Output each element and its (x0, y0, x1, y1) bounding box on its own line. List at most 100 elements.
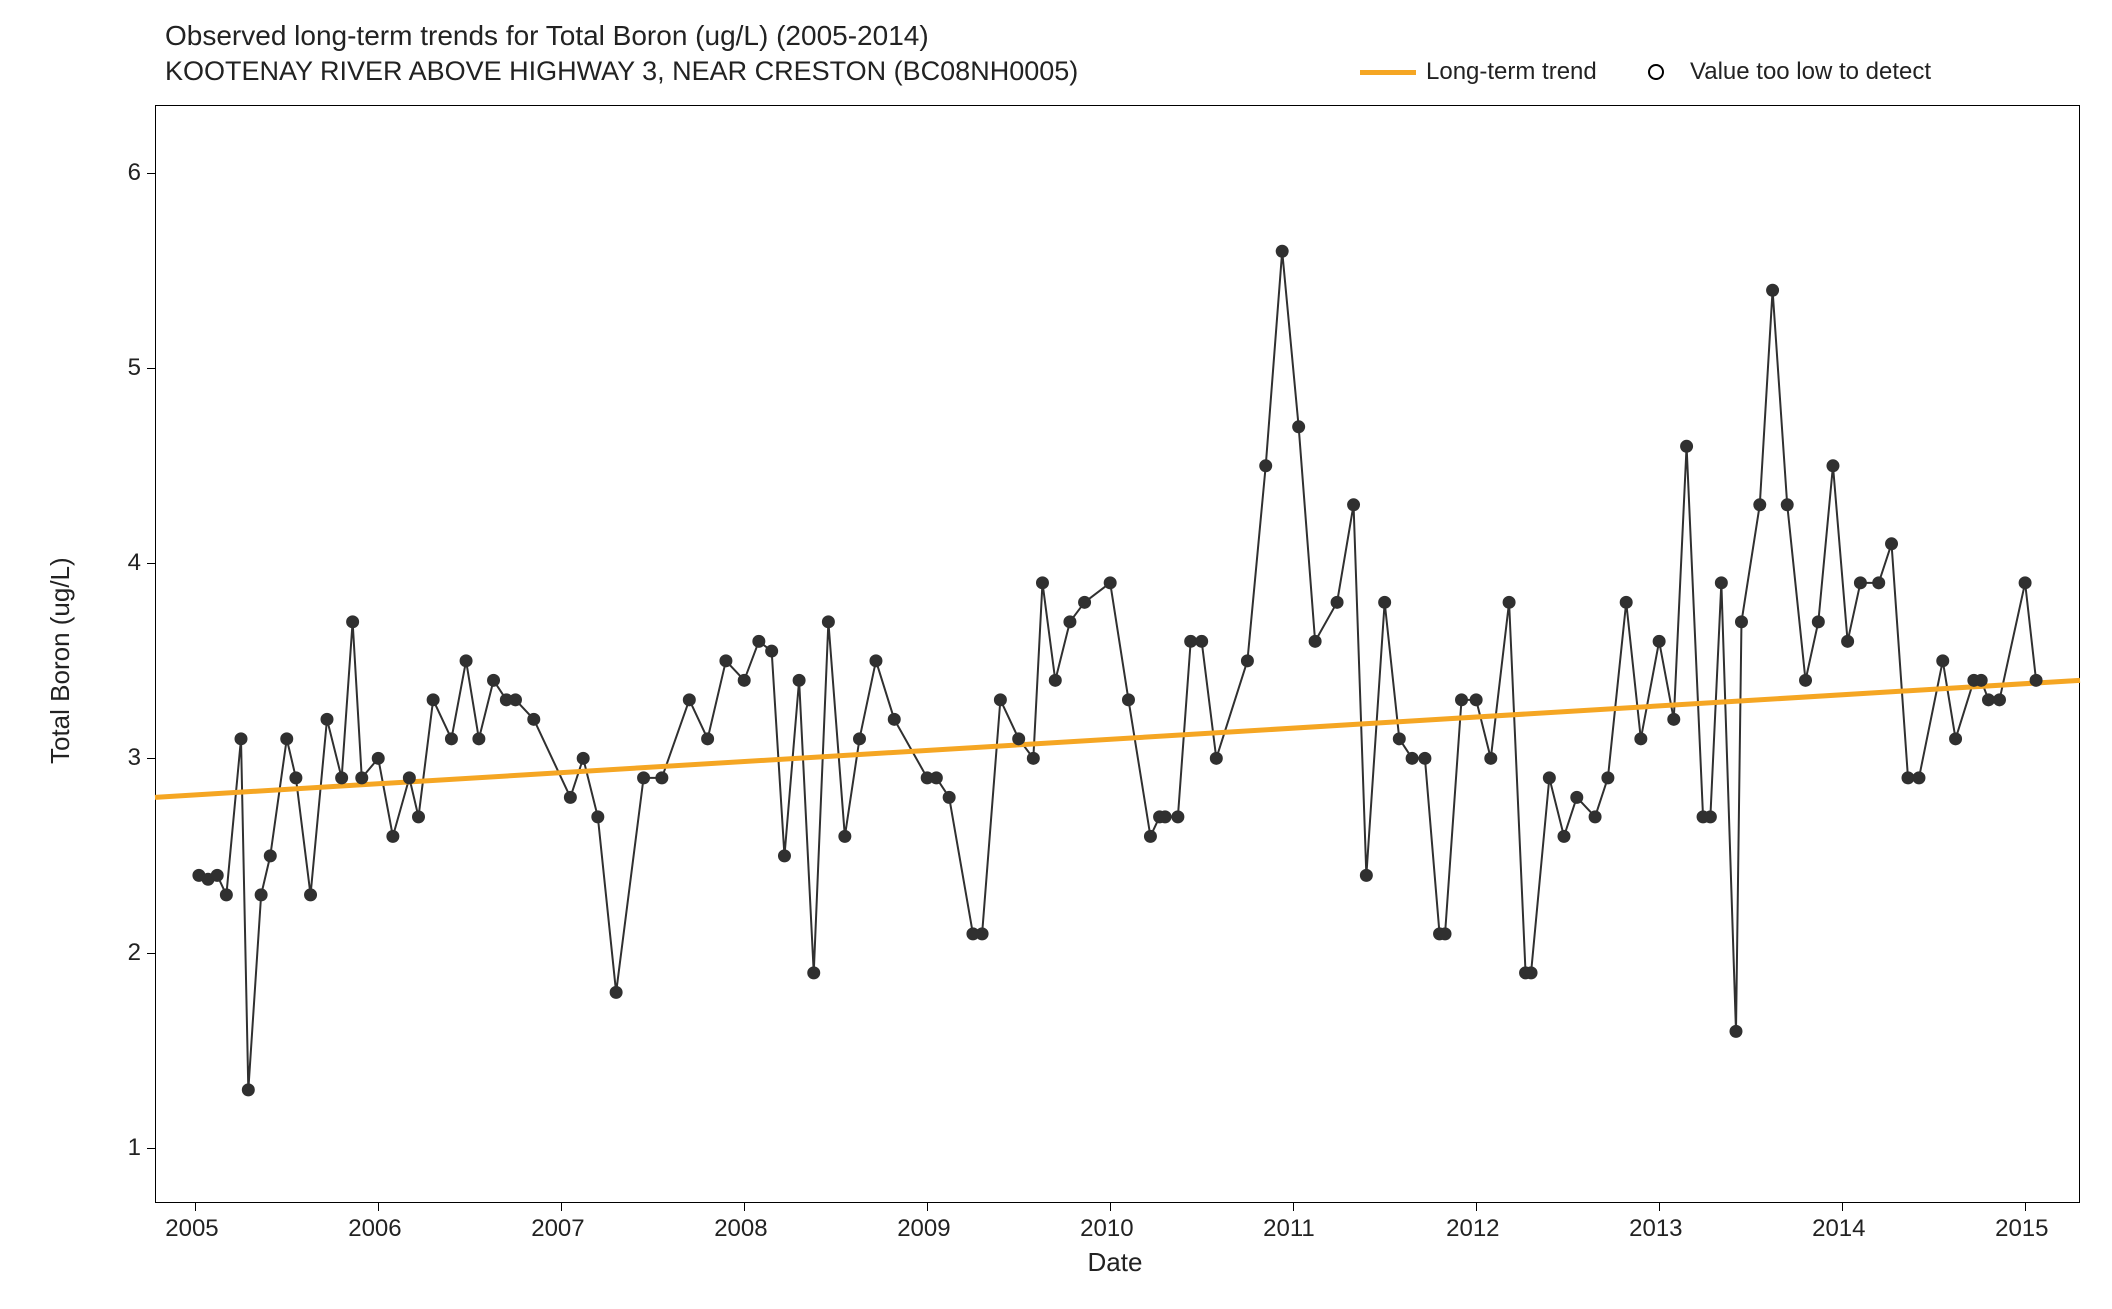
x-tick (1659, 1203, 1660, 1211)
data-point (1602, 772, 1614, 784)
data-point (808, 967, 820, 979)
y-tick-label: 5 (128, 354, 141, 382)
data-point (610, 986, 622, 998)
data-point (1937, 655, 1949, 667)
data-point (1331, 596, 1343, 608)
data-point (220, 889, 232, 901)
data-point (994, 694, 1006, 706)
data-point (1754, 499, 1766, 511)
data-point (2019, 577, 2031, 589)
y-tick-label: 6 (128, 159, 141, 187)
data-point (1027, 752, 1039, 764)
data-point (1049, 674, 1061, 686)
data-point (1485, 752, 1497, 764)
data-point (1379, 596, 1391, 608)
x-tick-label: 2005 (165, 1215, 218, 1243)
data-point (1456, 694, 1468, 706)
x-tick (378, 1203, 379, 1211)
data-point (1886, 538, 1898, 550)
data-point (290, 772, 302, 784)
data-point (1406, 752, 1418, 764)
data-point (930, 772, 942, 784)
data-point (1983, 694, 1995, 706)
x-tick (744, 1203, 745, 1211)
x-tick-label: 2015 (1995, 1215, 2048, 1243)
x-tick (1110, 1203, 1111, 1211)
data-point (1309, 635, 1321, 647)
trend-line (155, 680, 2080, 797)
x-tick-label: 2006 (348, 1215, 401, 1243)
x-tick-label: 2011 (1263, 1215, 1315, 1243)
series-line (199, 251, 2036, 1090)
x-tick (1293, 1203, 1294, 1211)
legend-detect-label: Value too low to detect (1690, 58, 1931, 86)
data-point (1348, 499, 1360, 511)
data-point (1144, 830, 1156, 842)
data-point (1704, 811, 1716, 823)
data-point (1571, 791, 1583, 803)
data-point (753, 635, 765, 647)
y-tick-label: 1 (128, 1134, 141, 1162)
data-point (528, 713, 540, 725)
data-point (822, 616, 834, 628)
data-point (1827, 460, 1839, 472)
y-tick-label: 4 (128, 549, 141, 577)
y-axis-label: Total Boron (ug/L) (45, 557, 76, 764)
data-point (488, 674, 500, 686)
data-point (1104, 577, 1116, 589)
data-point (720, 655, 732, 667)
data-point (1241, 655, 1253, 667)
y-tick (147, 173, 155, 174)
data-point (1730, 1025, 1742, 1037)
data-point (1196, 635, 1208, 647)
data-point (702, 733, 714, 745)
data-point (1543, 772, 1555, 784)
x-tick (1842, 1203, 1843, 1211)
data-point (211, 869, 223, 881)
data-point (1781, 499, 1793, 511)
x-tick (927, 1203, 928, 1211)
data-point (638, 772, 650, 784)
data-point (656, 772, 668, 784)
data-point (321, 713, 333, 725)
x-tick (561, 1203, 562, 1211)
data-point (1767, 284, 1779, 296)
data-point (1620, 596, 1632, 608)
data-point (1668, 713, 1680, 725)
data-point (976, 928, 988, 940)
data-point (305, 889, 317, 901)
x-tick-label: 2012 (1446, 1215, 1499, 1243)
data-point (412, 811, 424, 823)
data-point (738, 674, 750, 686)
data-point (356, 772, 368, 784)
data-point (473, 733, 485, 745)
data-point (1470, 694, 1482, 706)
data-point (372, 752, 384, 764)
data-point (1419, 752, 1431, 764)
data-point (766, 645, 778, 657)
data-point (592, 811, 604, 823)
data-point (1393, 733, 1405, 745)
data-point (1159, 811, 1171, 823)
data-point (1800, 674, 1812, 686)
y-tick (147, 953, 155, 954)
y-tick (147, 563, 155, 564)
data-point (1558, 830, 1570, 842)
svg-layer (0, 0, 2112, 1309)
legend-trend-label: Long-term trend (1426, 58, 1597, 86)
data-point (264, 850, 276, 862)
data-point (445, 733, 457, 745)
y-tick (147, 758, 155, 759)
data-point (1681, 440, 1693, 452)
data-point (1715, 577, 1727, 589)
data-point (1079, 596, 1091, 608)
data-point (1122, 694, 1134, 706)
x-tick-label: 2009 (897, 1215, 950, 1243)
x-tick-label: 2007 (531, 1215, 584, 1243)
data-point (1260, 460, 1272, 472)
data-point (1950, 733, 1962, 745)
data-point (235, 733, 247, 745)
data-point (281, 733, 293, 745)
x-tick (2025, 1203, 2026, 1211)
data-point (1210, 752, 1222, 764)
